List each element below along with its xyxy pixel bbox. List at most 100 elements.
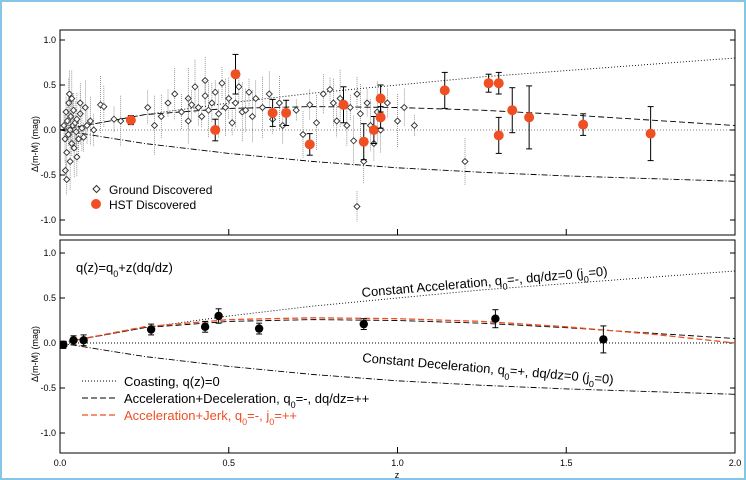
hst-point xyxy=(358,136,369,147)
bottom-ytick-label: 0.0 xyxy=(43,338,56,348)
ground-point xyxy=(343,121,351,130)
binned-point xyxy=(79,336,88,345)
ground-point xyxy=(72,128,80,136)
xtick-label: 1.5 xyxy=(560,458,573,468)
legend-hst-label: HST Discovered xyxy=(109,198,196,212)
ground-point xyxy=(228,119,236,127)
hst-point xyxy=(493,130,504,141)
ground-point xyxy=(157,112,165,121)
ground-point xyxy=(221,103,230,112)
ground-point xyxy=(306,101,314,109)
hst-point xyxy=(483,78,494,89)
top-ytick-label: 0.0 xyxy=(43,125,56,135)
ground-point xyxy=(204,106,213,114)
ground-point xyxy=(100,102,108,111)
ground-point xyxy=(275,99,284,107)
ground-point xyxy=(333,117,341,125)
ground-point xyxy=(208,99,216,107)
binned-point xyxy=(60,340,68,349)
ground-point xyxy=(292,106,300,114)
hst-point xyxy=(524,112,535,123)
hst-point xyxy=(493,78,504,89)
ground-point xyxy=(461,157,469,166)
ground-point xyxy=(400,103,408,112)
ground-point xyxy=(258,103,267,112)
hst-point xyxy=(125,115,136,126)
ground-point xyxy=(79,133,88,141)
bottom-ytick-label: -0.5 xyxy=(40,383,56,393)
ground-point xyxy=(329,99,338,107)
ground-point xyxy=(70,144,78,152)
binned-point xyxy=(491,314,500,323)
ground-point xyxy=(73,153,81,161)
hst-point xyxy=(267,107,278,118)
ground-point xyxy=(86,117,95,125)
ground-point xyxy=(63,148,71,157)
bottom-curve-constant-deceleration xyxy=(60,342,735,395)
ground-point xyxy=(326,85,334,94)
legend-ground-marker xyxy=(92,184,101,194)
bottom-ytick-label: -1.0 xyxy=(40,428,56,438)
bottom-curve-acceleration-deceleration xyxy=(60,319,735,344)
ground-point xyxy=(184,117,192,125)
ground-point xyxy=(231,99,240,107)
ground-point xyxy=(60,121,68,130)
ground-point xyxy=(90,126,98,134)
ground-point xyxy=(117,117,125,125)
xtick-label: 0.5 xyxy=(222,458,235,468)
legend-hst-marker xyxy=(91,199,101,209)
ground-point xyxy=(198,112,206,121)
model-title: q(z)=q0+z(dq/dz) xyxy=(76,260,173,279)
ground-point xyxy=(150,121,159,130)
legend-accdec-label: Acceleration+Deceleration, q0=-, dq/dz=+… xyxy=(124,391,369,410)
binned-point xyxy=(200,322,210,331)
ground-point xyxy=(248,112,257,121)
top-curve-constant-deceleration xyxy=(60,129,735,182)
ground-point xyxy=(235,83,243,91)
ground-point xyxy=(65,90,74,98)
hst-point xyxy=(230,69,241,80)
binned-point xyxy=(69,336,78,345)
legend-coasting-label: Coasting, q(z)=0 xyxy=(124,374,220,389)
ground-point xyxy=(245,88,253,96)
hst-point xyxy=(645,128,656,139)
ground-point xyxy=(187,101,196,109)
top-curve-coasting xyxy=(60,57,735,131)
xtick-label: 2.0 xyxy=(729,458,742,468)
ground-point xyxy=(241,106,250,114)
ground-point xyxy=(393,117,402,125)
ground-point xyxy=(265,90,273,98)
ground-point xyxy=(218,79,226,87)
ground-point xyxy=(68,139,76,148)
hst-point xyxy=(304,139,315,150)
ground-point xyxy=(191,83,199,91)
xtick-label: 0.0 xyxy=(54,458,67,468)
hst-point xyxy=(439,85,450,96)
hst-point xyxy=(375,93,386,104)
top-panel: 1.0 0.5 0.0 -0.5 -1.0 Δ(m-M) (mag) Ground Di… xyxy=(30,29,736,236)
top-ytick-label: 1.0 xyxy=(43,35,56,45)
ground-point xyxy=(353,202,361,211)
top-curve-acceleration-deceleration xyxy=(60,106,735,131)
binned-point xyxy=(599,335,608,344)
top-ytick-label: 0.5 xyxy=(43,80,56,90)
binned-point xyxy=(254,324,264,333)
ground-point xyxy=(177,108,186,116)
bottom-y-axis-label: Δ(m-M) (mag) xyxy=(30,326,40,382)
hst-point xyxy=(338,99,349,110)
top-ytick-label: -0.5 xyxy=(40,170,56,180)
hst-point xyxy=(210,125,221,135)
ground-point xyxy=(171,90,179,98)
ground-point xyxy=(164,99,172,107)
top-y-axis-label: Δ(m-M) (mag) xyxy=(30,116,40,172)
top-ytick-label: -1.0 xyxy=(40,215,56,225)
legend-jerk-label: Acceleration+Jerk, q0=-, j0=++ xyxy=(124,408,297,427)
x-axis-label: z xyxy=(395,470,400,480)
hst-point xyxy=(368,125,379,135)
ground-point xyxy=(194,103,203,112)
ground-point xyxy=(225,94,233,103)
ground-point xyxy=(214,110,223,118)
hst-point xyxy=(578,119,589,130)
ground-point xyxy=(346,103,354,112)
